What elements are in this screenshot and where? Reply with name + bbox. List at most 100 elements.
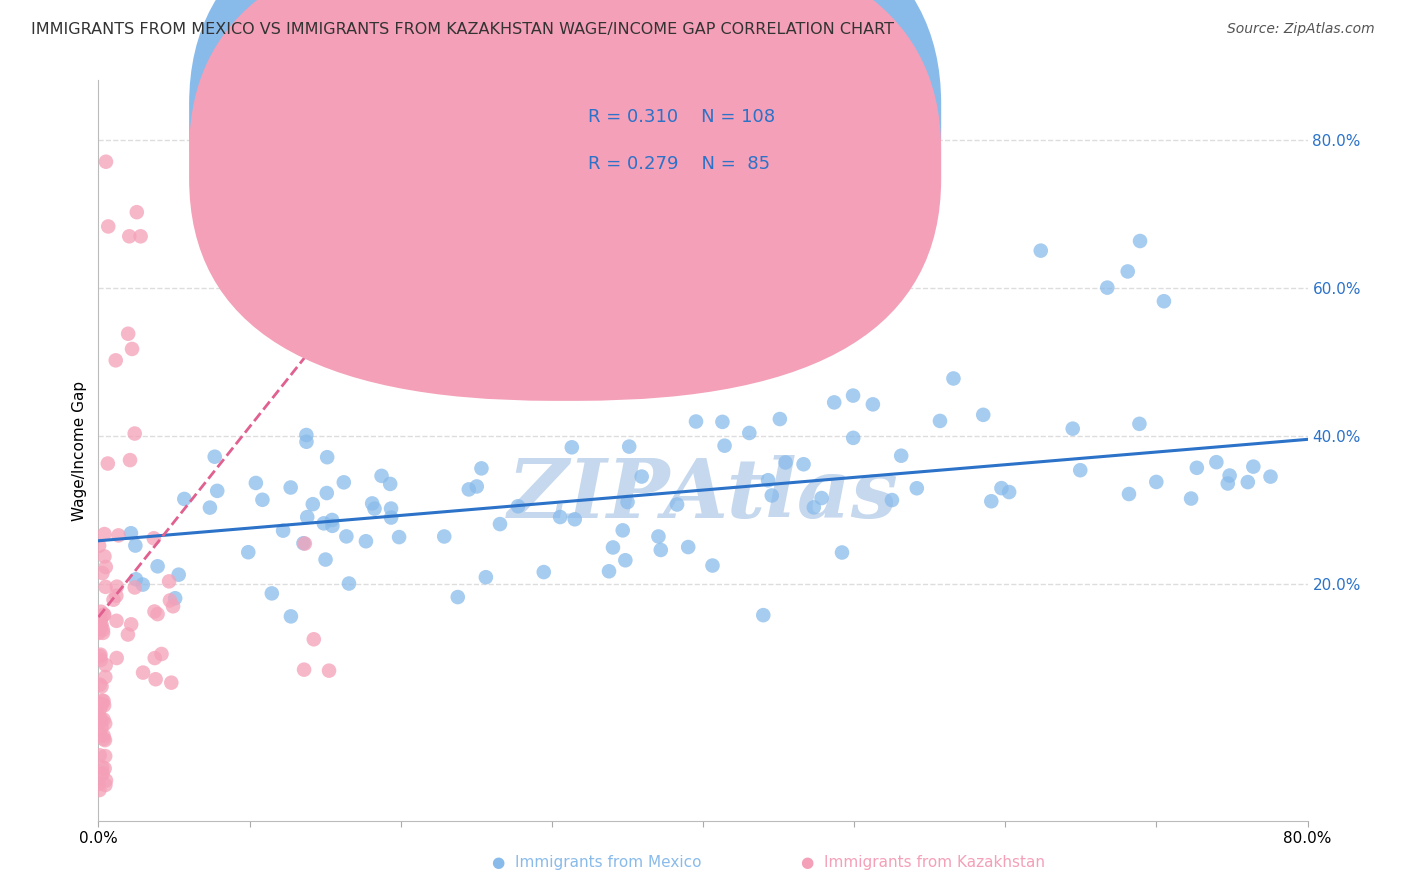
Point <box>1219 468 1241 483</box>
Point <box>297 510 319 524</box>
Point <box>803 500 825 515</box>
Point <box>173 491 195 506</box>
Point <box>93 527 115 541</box>
Point <box>363 501 385 516</box>
Point <box>548 510 571 524</box>
Point <box>204 450 226 464</box>
Point <box>93 694 115 708</box>
Point <box>90 613 112 627</box>
Point <box>87 777 110 791</box>
Point <box>676 540 699 554</box>
Point <box>302 632 325 647</box>
Point <box>1129 234 1152 248</box>
Point <box>143 651 166 665</box>
Point <box>90 620 112 634</box>
Point <box>87 626 110 640</box>
Point <box>90 605 112 619</box>
Point <box>105 651 128 665</box>
Point <box>666 498 689 512</box>
Point <box>614 553 637 567</box>
Point <box>650 543 672 558</box>
Text: ●  Immigrants from Kazakhstan: ● Immigrants from Kazakhstan <box>801 855 1046 870</box>
Point <box>280 609 302 624</box>
Point <box>972 408 994 422</box>
Point <box>388 530 411 544</box>
Point <box>93 607 115 622</box>
Point <box>94 716 117 731</box>
Point <box>93 761 115 775</box>
Point <box>145 672 167 686</box>
Point <box>295 434 318 449</box>
Point <box>121 342 143 356</box>
Point <box>1069 463 1091 477</box>
Point <box>602 541 624 555</box>
Point <box>120 526 142 541</box>
Point <box>89 748 111 763</box>
Point <box>91 760 114 774</box>
Point <box>89 783 111 797</box>
Point <box>321 513 343 527</box>
Point <box>294 536 316 550</box>
Point <box>533 565 555 579</box>
Point <box>90 714 112 729</box>
Point <box>94 778 117 792</box>
Point <box>333 475 356 490</box>
Point <box>132 665 155 680</box>
Point <box>980 494 1002 508</box>
Point <box>93 731 115 746</box>
Point <box>120 617 142 632</box>
Point <box>842 431 865 445</box>
Point <box>91 566 114 580</box>
Point <box>775 455 797 469</box>
Point <box>312 516 335 531</box>
Point <box>118 453 141 467</box>
Point <box>738 425 761 440</box>
Point <box>129 229 152 244</box>
Point <box>292 536 315 550</box>
Point <box>810 491 832 505</box>
Point <box>118 229 141 244</box>
Point <box>647 529 669 543</box>
Point <box>475 570 498 584</box>
Point <box>890 449 912 463</box>
Point <box>380 510 402 524</box>
Point <box>1097 280 1119 294</box>
Point <box>1241 459 1264 474</box>
Point <box>630 469 652 483</box>
Point <box>105 589 128 603</box>
Point <box>457 483 479 497</box>
Point <box>94 670 117 684</box>
Point <box>756 473 779 487</box>
Point <box>335 529 357 543</box>
Point <box>94 749 117 764</box>
Point <box>90 728 112 742</box>
Point <box>89 702 111 716</box>
Point <box>93 713 115 727</box>
Point <box>752 608 775 623</box>
Text: R = 0.310    N = 108: R = 0.310 N = 108 <box>588 108 775 127</box>
Point <box>1144 475 1167 489</box>
Point <box>506 500 529 514</box>
Point <box>1260 469 1282 483</box>
Point <box>94 773 117 788</box>
Point <box>90 712 112 726</box>
Point <box>831 545 853 559</box>
Point <box>91 698 114 712</box>
Point <box>1029 244 1052 258</box>
Point <box>1216 476 1239 491</box>
Point <box>90 721 112 735</box>
Point <box>91 623 114 637</box>
Point <box>94 154 117 169</box>
Point <box>107 528 129 542</box>
Point <box>337 576 360 591</box>
Point <box>619 440 641 454</box>
Point <box>89 711 111 725</box>
Point <box>1205 455 1227 469</box>
Point <box>702 558 724 573</box>
Point <box>89 622 111 636</box>
Point <box>929 414 952 428</box>
Point <box>842 388 865 402</box>
Point <box>354 534 377 549</box>
Point <box>1128 417 1150 431</box>
Point <box>318 664 340 678</box>
